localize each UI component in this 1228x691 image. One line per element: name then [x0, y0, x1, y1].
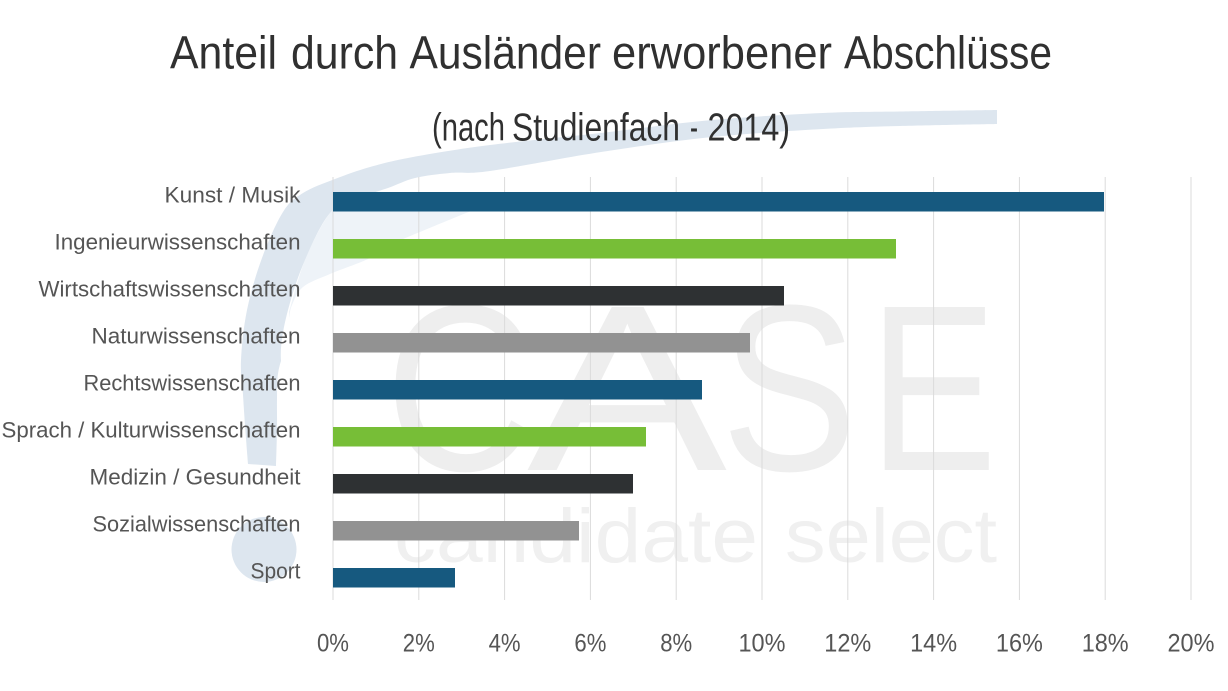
svg-text:Naturwissenschaften: Naturwissenschaften	[92, 324, 301, 349]
svg-text:14%: 14%	[910, 630, 957, 658]
svg-text:10%: 10%	[739, 630, 786, 658]
svg-text:4%: 4%	[489, 630, 521, 658]
svg-text:Ingenieurwissenschaften: Ingenieurwissenschaften	[55, 230, 301, 255]
svg-text:6%: 6%	[574, 630, 606, 658]
svg-text:0%: 0%	[317, 630, 349, 658]
svg-text:Sport: Sport	[251, 559, 302, 584]
svg-text:Sozialwissenschaften: Sozialwissenschaften	[93, 512, 301, 537]
svg-text:Medizin / Gesundheit: Medizin / Gesundheit	[90, 465, 302, 490]
svg-text:Rechtswissenschaften: Rechtswissenschaften	[84, 371, 301, 396]
svg-text:18%: 18%	[1082, 630, 1129, 658]
svg-text:Wirtschaftswissenschaften: Wirtschaftswissenschaften	[39, 277, 301, 302]
svg-text:12%: 12%	[824, 630, 871, 658]
svg-text:2%: 2%	[403, 630, 435, 658]
svg-text:8%: 8%	[660, 630, 692, 658]
svg-text:16%: 16%	[996, 630, 1043, 658]
svg-text:20%: 20%	[1168, 630, 1215, 658]
svg-text:Sprach / Kulturwissenschaften: Sprach / Kulturwissenschaften	[2, 418, 301, 443]
svg-text:Kunst / Musik: Kunst / Musik	[165, 183, 302, 208]
